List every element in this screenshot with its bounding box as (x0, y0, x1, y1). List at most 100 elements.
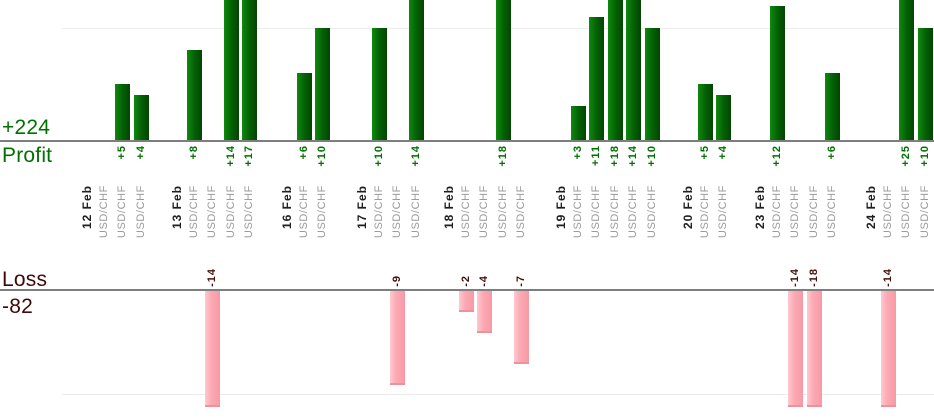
profit-bar (242, 0, 257, 140)
loss-bar (788, 291, 803, 407)
profit-value-label: +4 (717, 145, 729, 160)
profit-value-label: +6 (297, 145, 310, 160)
date-label: 24 Feb (864, 185, 878, 230)
loss-bar (514, 291, 529, 364)
loss-gridline (62, 394, 934, 395)
profit-value-label: +8 (187, 145, 200, 160)
profit-bar (697, 84, 713, 140)
instrument-label: USD/CHF (187, 185, 200, 239)
instrument-label: USD/CHF (918, 185, 931, 239)
profit-value-label: +5 (698, 145, 711, 160)
profit-value-label: +10 (645, 145, 658, 167)
instrument-label: USD/CHF (515, 185, 527, 239)
instrument-label: USD/CHF (243, 185, 255, 239)
loss-value-label: -7 (515, 275, 527, 287)
instrument-label: USD/CHF (372, 185, 385, 239)
instrument-label: USD/CHF (608, 185, 621, 239)
profit-bar (917, 28, 933, 140)
loss-bar (477, 291, 492, 333)
date-label: 17 Feb (355, 185, 369, 230)
date-label: 12 Feb (80, 185, 94, 230)
instrument-label: USD/CHF (316, 185, 328, 239)
profit-axis-title: Profit (2, 144, 53, 167)
profit-axis-line (0, 140, 934, 142)
profit-bar (607, 0, 623, 140)
instrument-label: USD/CHF (807, 185, 820, 239)
loss-bar (458, 291, 474, 312)
instrument-label: USD/CHF (459, 185, 472, 239)
profit-bar (899, 0, 914, 140)
profit-bar (644, 28, 660, 140)
profit-value-label: +4 (134, 145, 147, 160)
instrument-label: USD/CHF (590, 185, 602, 239)
profit-bar (408, 0, 424, 140)
loss-bar (390, 291, 405, 385)
instrument-label: USD/CHF (297, 185, 310, 239)
loss-value-label: -14 (789, 268, 801, 287)
profit-bar (223, 0, 239, 140)
profit-bar (115, 84, 130, 140)
profit-value-label: +11 (590, 145, 602, 167)
profit-bar (315, 28, 330, 140)
profit-bar (626, 0, 641, 140)
profit-bar (589, 17, 604, 140)
profit-value-label: +18 (608, 145, 621, 167)
profit-bar (296, 73, 312, 140)
instrument-label: USD/CHF (881, 185, 894, 239)
profit-value-label: +14 (409, 145, 422, 167)
loss-value-label: -14 (206, 268, 218, 287)
profit-bar (769, 6, 785, 140)
date-label: 13 Feb (170, 185, 184, 230)
loss-value-label: -14 (881, 268, 894, 287)
profit-bar (570, 106, 586, 140)
profit-bar (716, 95, 731, 140)
loss-bar (205, 291, 220, 407)
loss-axis-title: Loss (2, 268, 48, 291)
instrument-label: USD/CHF (900, 185, 912, 239)
date-label: 18 Feb (442, 185, 456, 230)
loss-value-label: -9 (391, 275, 403, 287)
profit-value-label: +3 (571, 145, 584, 160)
profit-bar (495, 0, 511, 140)
instrument-label: USD/CHF (134, 185, 147, 239)
profit-bar (186, 50, 202, 140)
profit-value-label: +5 (116, 145, 128, 160)
instrument-label: USD/CHF (97, 185, 110, 239)
loss-bar (880, 291, 896, 407)
instrument-label: USD/CHF (206, 185, 218, 239)
instrument-label: USD/CHF (627, 185, 639, 239)
profit-value-label: +18 (496, 145, 509, 167)
profit-bar (371, 28, 387, 140)
instrument-label: USD/CHF (826, 185, 838, 239)
profit-value-label: +10 (316, 145, 328, 167)
date-label: 20 Feb (681, 185, 695, 230)
loss-value-label: -18 (807, 268, 820, 287)
profit-bar (825, 73, 840, 140)
instrument-label: USD/CHF (789, 185, 801, 239)
date-label: 23 Feb (753, 185, 767, 230)
instrument-label: USD/CHF (224, 185, 237, 239)
instrument-label: USD/CHF (478, 185, 490, 239)
profit-value-label: +25 (900, 145, 912, 167)
loss-value-label: -4 (478, 275, 490, 287)
profit-value-label: +10 (918, 145, 931, 167)
date-label: 16 Feb (280, 185, 294, 230)
instrument-label: USD/CHF (717, 185, 729, 239)
instrument-label: USD/CHF (496, 185, 509, 239)
profit-value-label: +14 (224, 145, 237, 167)
instrument-label: USD/CHF (116, 185, 128, 239)
instrument-label: USD/CHF (698, 185, 711, 239)
profit-value-label: +14 (627, 145, 639, 167)
profit-value-label: +12 (770, 145, 783, 167)
profit-value-label: +10 (372, 145, 385, 167)
loss-value-label: -2 (459, 275, 472, 287)
loss-bar (806, 291, 822, 407)
loss-axis-line (0, 289, 934, 291)
instrument-label: USD/CHF (645, 185, 658, 239)
instrument-label: USD/CHF (391, 185, 403, 239)
instrument-label: USD/CHF (770, 185, 783, 239)
profit-total: +224 (2, 116, 51, 139)
instrument-label: USD/CHF (409, 185, 422, 239)
loss-total: -82 (2, 295, 33, 318)
